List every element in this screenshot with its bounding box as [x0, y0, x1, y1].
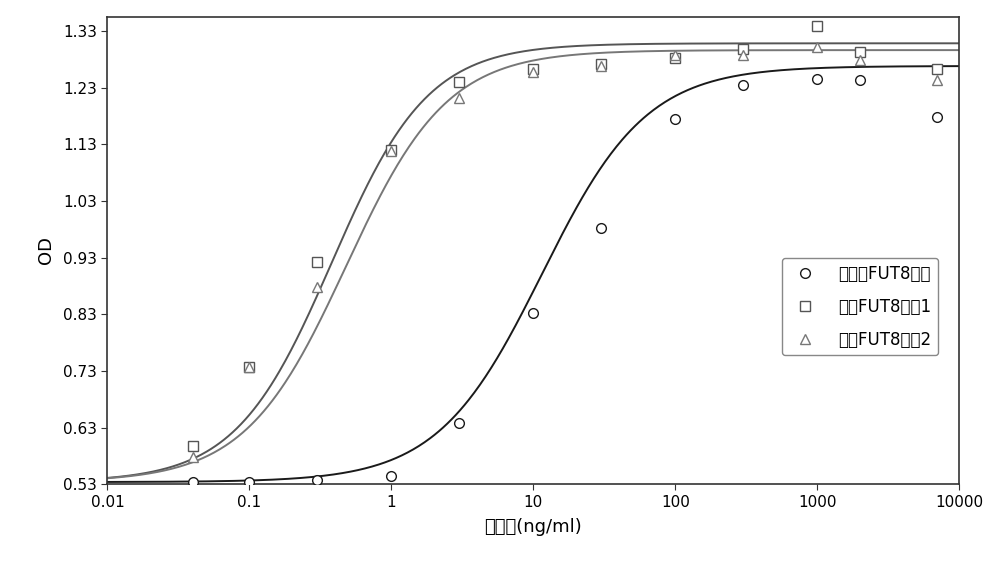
Legend: 未敏除FUT8克隆, 敏除FUT8克隆1, 敏除FUT8克隆2: 未敏除FUT8克隆, 敏除FUT8克隆1, 敏除FUT8克隆2	[782, 258, 938, 355]
X-axis label: 浓度　(ng/ml): 浓度 (ng/ml)	[484, 518, 582, 536]
Y-axis label: OD: OD	[37, 236, 55, 265]
